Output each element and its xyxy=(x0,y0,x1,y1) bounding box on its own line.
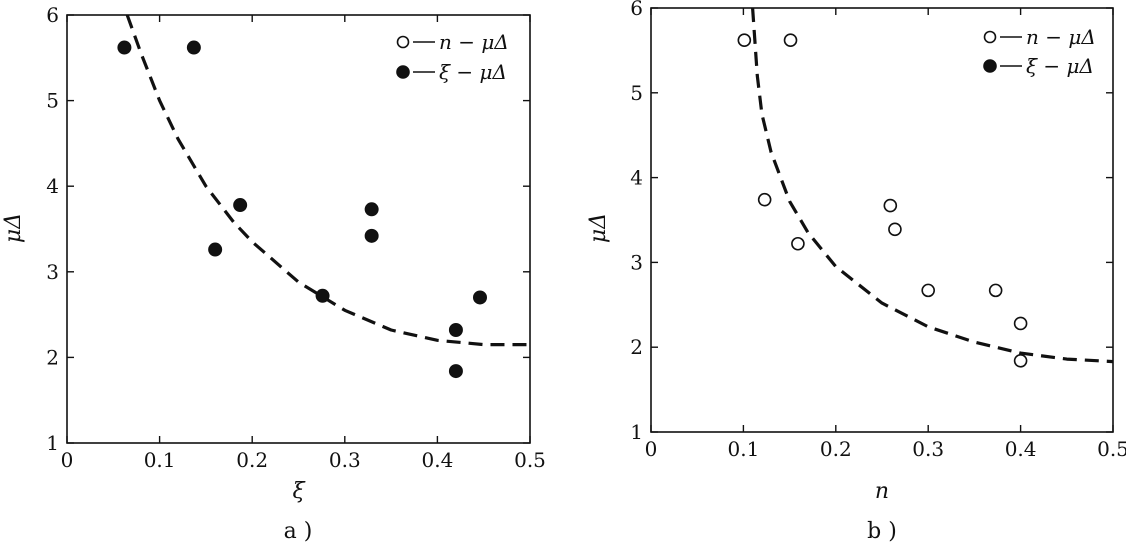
y-tick-label: 2 xyxy=(46,345,59,369)
legend-marker-filled xyxy=(396,65,410,79)
y-tick-label: 3 xyxy=(630,250,643,274)
x-tick-label: 0.2 xyxy=(236,448,268,472)
y-tick-label: 4 xyxy=(46,174,59,198)
x-tick-label: 0.3 xyxy=(329,448,361,472)
y-axis-label: μΔ xyxy=(1,213,26,243)
fit-curve xyxy=(751,7,1114,364)
data-point-filled xyxy=(472,290,487,305)
data-point-filled xyxy=(208,242,223,257)
y-tick-label: 1 xyxy=(46,431,59,455)
plot-frame xyxy=(650,7,1114,433)
legend-label: n − μΔ xyxy=(1026,25,1096,49)
y-tick-label: 1 xyxy=(630,420,643,444)
y-tick-label: 5 xyxy=(46,89,59,113)
legend-marker-open xyxy=(396,35,410,49)
data-point-filled xyxy=(117,40,132,55)
y-tick-label: 3 xyxy=(46,260,59,284)
legend-marker-open xyxy=(983,30,997,44)
data-point-open xyxy=(1013,316,1028,331)
x-tick-label: 0.3 xyxy=(912,437,944,461)
data-point-open xyxy=(737,33,752,48)
y-axis-label: μΔ xyxy=(586,213,611,243)
data-point-filled xyxy=(448,323,463,338)
x-axis-label: n xyxy=(875,479,889,504)
data-point-filled xyxy=(233,198,248,213)
legend-label: ξ − μΔ xyxy=(439,60,507,84)
data-point-open xyxy=(921,283,936,298)
x-tick-label: 0.4 xyxy=(421,448,453,472)
x-tick-label: 0.4 xyxy=(1005,437,1037,461)
y-tick-label: 4 xyxy=(630,166,643,190)
panel-b: 0 0.1 0.2 0.3 0.4 0.5 1 2 3 4 5 6 n μΔ b ) n − μΔ ξ − μΔ xyxy=(586,0,1126,544)
data-point-open xyxy=(883,198,898,213)
data-point-open xyxy=(757,192,772,207)
plot-frame xyxy=(66,14,531,444)
data-point-filled xyxy=(186,40,201,55)
x-axis-label: ξ xyxy=(292,479,306,504)
panel-caption: b ) xyxy=(867,519,897,544)
panel-caption: a ) xyxy=(284,519,313,544)
x-tick-label: 0.5 xyxy=(1097,437,1126,461)
data-point-open xyxy=(888,222,902,237)
y-tick-label: 2 xyxy=(630,335,643,359)
data-point-filled xyxy=(448,364,463,379)
y-tick-label: 5 xyxy=(630,81,643,105)
data-point-open xyxy=(1013,353,1028,368)
data-point-open xyxy=(988,283,1003,298)
x-tick-label: 0 xyxy=(645,437,658,461)
data-point-open xyxy=(783,33,798,48)
data-point-filled xyxy=(364,228,379,243)
legend-label: n − μΔ xyxy=(439,30,509,54)
y-tick-label: 6 xyxy=(46,3,59,27)
legend-marker-filled xyxy=(983,59,997,73)
panel-a: 0 0.1 0.2 0.3 0.4 0.5 1 2 3 4 5 6 ξ μΔ a ) n − μΔ ξ − μΔ xyxy=(1,3,546,544)
fit-curve xyxy=(125,14,530,347)
x-tick-label: 0.2 xyxy=(820,437,852,461)
x-tick-label: 0.1 xyxy=(144,448,176,472)
x-tick-label: 0.1 xyxy=(727,437,759,461)
data-point-filled xyxy=(315,288,330,303)
x-tick-label: 0 xyxy=(61,448,74,472)
x-tick-label: 0.5 xyxy=(514,448,546,472)
legend-label: ξ − μΔ xyxy=(1026,54,1094,78)
y-tick-label: 6 xyxy=(630,0,643,20)
data-point-filled xyxy=(364,202,379,217)
data-point-open xyxy=(791,236,805,251)
